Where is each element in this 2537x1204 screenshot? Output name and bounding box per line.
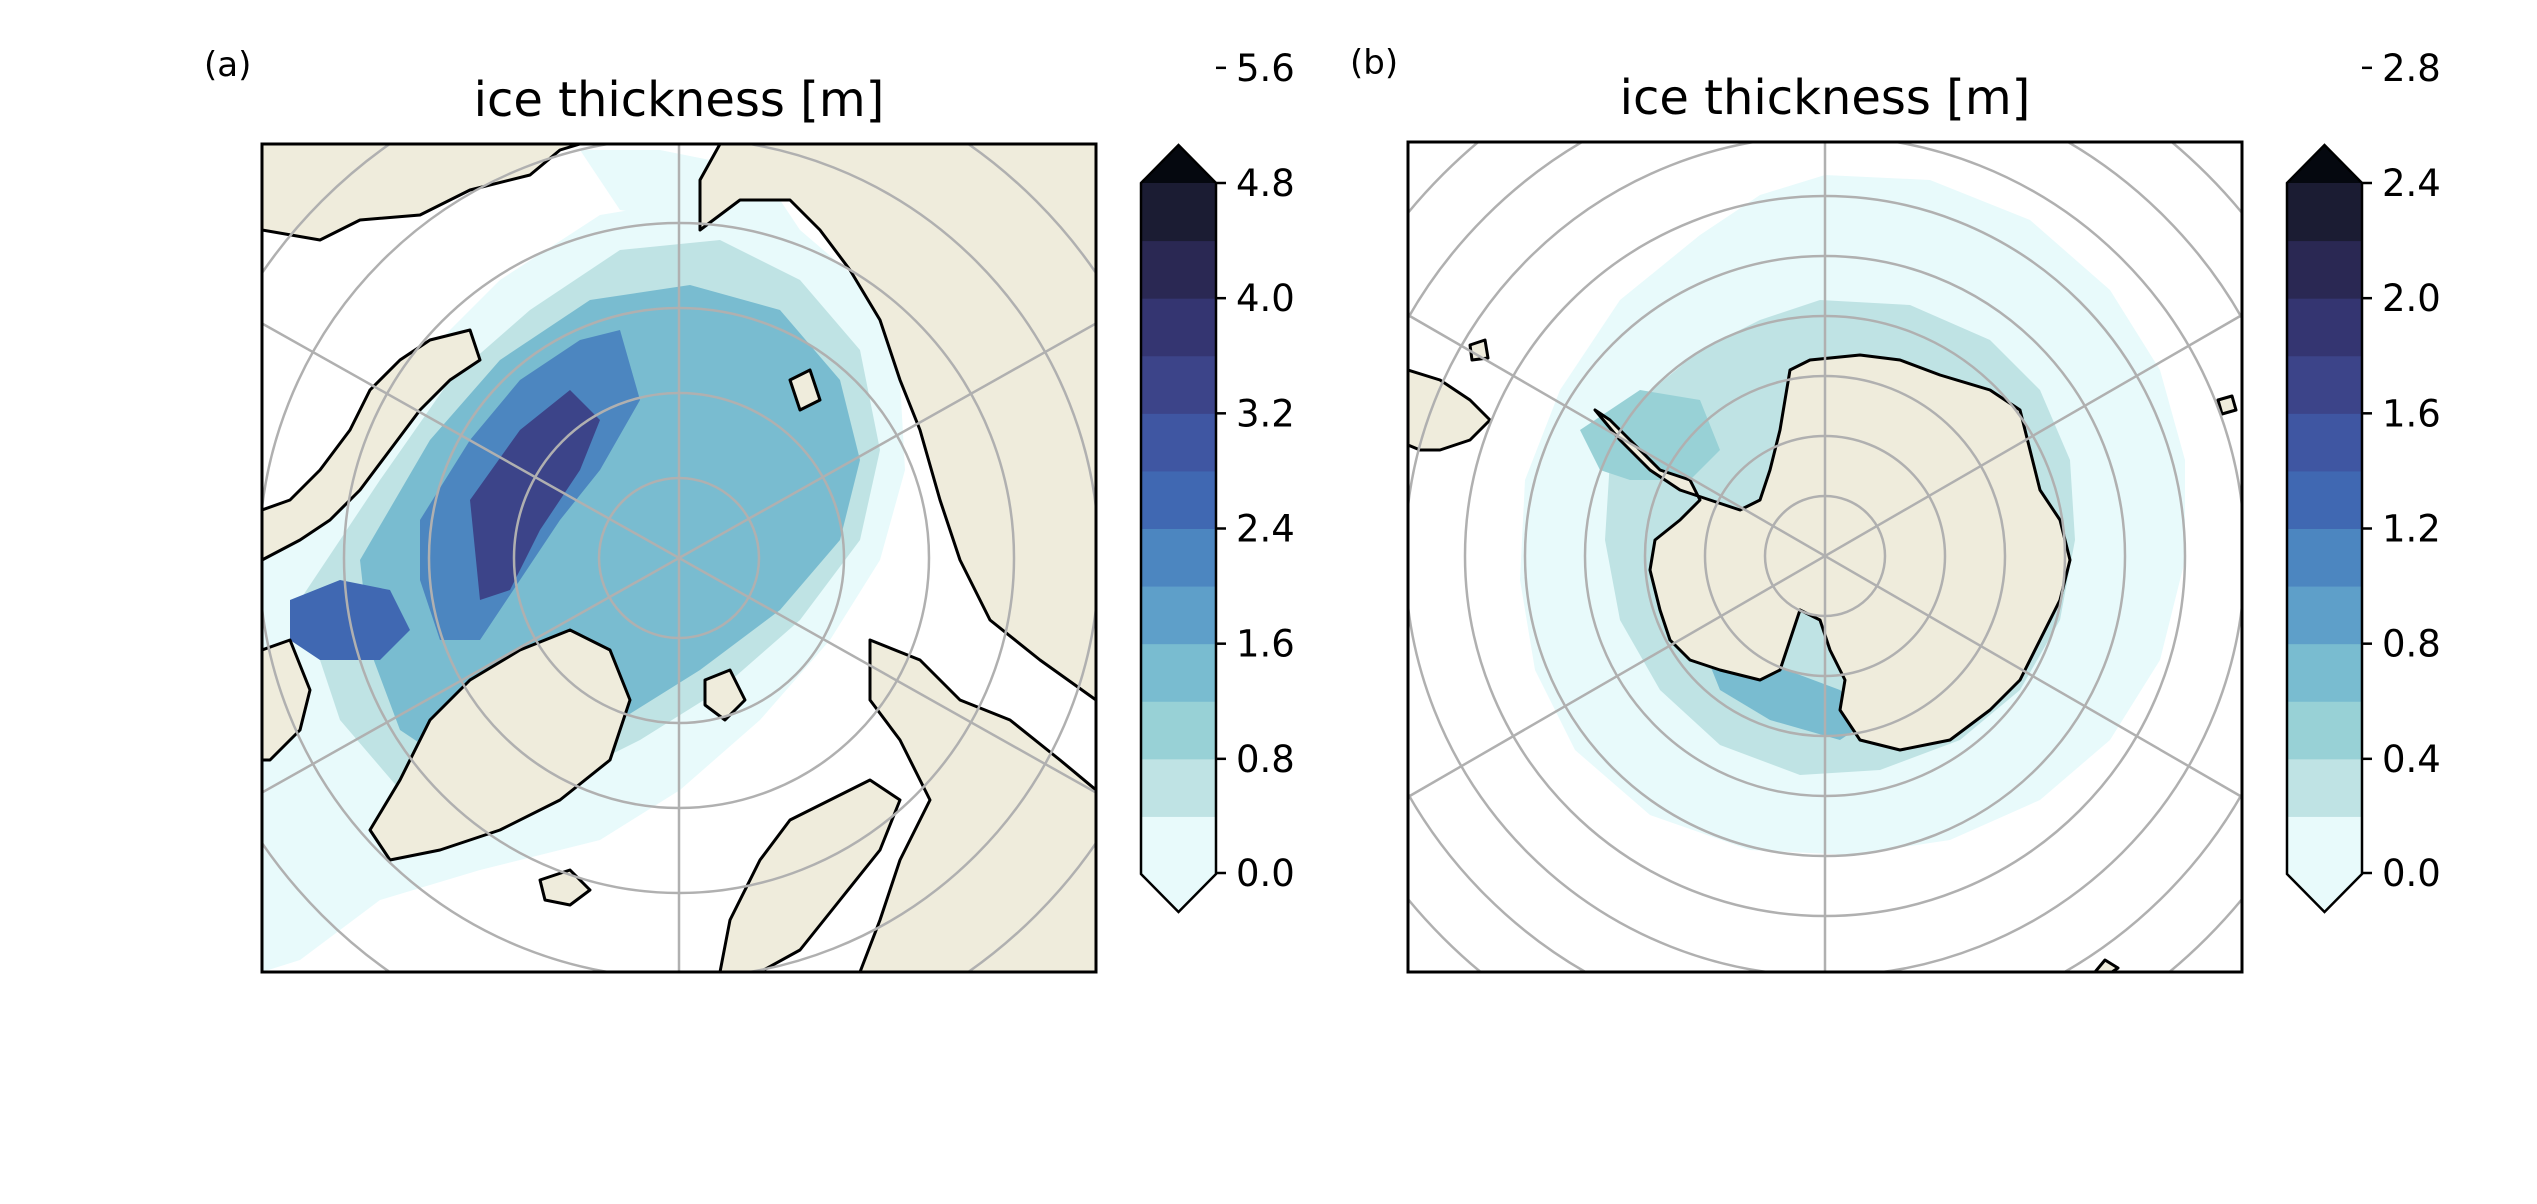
- antarctic-map-frame: [1406, 140, 2244, 974]
- antarctic-map: [1408, 142, 2242, 972]
- land-greenland: [368, 628, 632, 862]
- antarctic-graticule: [1408, 142, 2242, 972]
- colorbar-tick-label: 0.4: [2382, 738, 2441, 781]
- panel-a: (a) ice thickness [m]: [204, 45, 1295, 974]
- colorbar-extend-min: [2287, 874, 2362, 912]
- land-iceland: [538, 868, 592, 907]
- colorbar-extend-max: [2287, 145, 2362, 183]
- colorbar-block: [2287, 183, 2362, 242]
- colorbar-tick-label: 0.8: [2382, 623, 2441, 666]
- arctic-land: [262, 144, 1096, 972]
- colorbar-block: [2287, 470, 2362, 529]
- colorbar-block: [2287, 586, 2362, 645]
- land-island-svalbard: [703, 668, 747, 722]
- colorbar-block: [1141, 355, 1216, 414]
- colorbar-block: [1141, 701, 1216, 760]
- colorbar-block: [1141, 758, 1216, 817]
- colorbar-block: [2287, 240, 2362, 299]
- panel-b: (b) ice thickness [m]: [1350, 43, 2441, 974]
- panel-b-colorbar: 0.0 0.4 0.8 1.2 1.6 2.0 2.4 2.8: [2285, 47, 2441, 914]
- colorbar-extend-min: [1141, 874, 1216, 912]
- panel-a-letter: (a): [204, 45, 251, 85]
- colorbar-block: [1141, 470, 1216, 529]
- colorbar-tick-label: 4.0: [1236, 277, 1295, 320]
- land-kerguelen-islet: [2216, 394, 2238, 416]
- land-island-novaya: [788, 368, 822, 412]
- panel-b-title: ice thickness [m]: [1620, 70, 2031, 126]
- colorbar-block: [2287, 298, 2362, 357]
- land-south-america-tip: [1408, 368, 1492, 452]
- colorbar-tick-label: 5.6: [1236, 47, 1295, 90]
- land-north-america-west: [262, 144, 582, 242]
- colorbar-block: [2287, 758, 2362, 817]
- arctic-ice-very-thick: [470, 390, 600, 600]
- land-scandinavia: [718, 778, 902, 972]
- colorbar-tick-label: 0.0: [2382, 852, 2441, 895]
- arctic-map-frame: [260, 142, 1098, 974]
- colorbar-extend-max: [1141, 145, 1216, 183]
- colorbar-block: [2287, 413, 2362, 472]
- colorbar-tick-label: 1.2: [2382, 508, 2441, 551]
- colorbar-block: [2287, 355, 2362, 414]
- colorbar-block: [2287, 816, 2362, 875]
- colorbar-block: [2287, 701, 2362, 760]
- colorbar-tick-label: 1.6: [2382, 392, 2441, 435]
- colorbar-block: [1141, 643, 1216, 702]
- colorbar-tick-label: 1.6: [1236, 623, 1295, 666]
- colorbar-block: [1141, 528, 1216, 587]
- arctic-ice-mid: [360, 285, 860, 770]
- colorbar-tick-label: 0.0: [1236, 852, 1295, 895]
- colorbar-block: [1141, 586, 1216, 645]
- colorbar-tick-label: 2.4: [1236, 508, 1295, 551]
- colorbar-block: [2287, 528, 2362, 587]
- colorbar-block: [2287, 643, 2362, 702]
- colorbar-tick-label: 0.8: [1236, 738, 1295, 781]
- colorbar-block: [1141, 183, 1216, 242]
- colorbar-tick-label: 2.8: [2382, 47, 2441, 90]
- colorbar-block: [1141, 816, 1216, 875]
- antarctic-ice-weddell: [1580, 390, 1720, 480]
- panel-b-letter: (b): [1350, 43, 1398, 83]
- land-new-zealand-edge: [2093, 958, 2120, 972]
- panel-a-colorbar: 0.0 0.8 1.6 2.4 3.2 4.0 4.8 5.6: [1139, 47, 1295, 914]
- arctic-graticule: [262, 144, 1096, 972]
- panel-a-title: ice thickness [m]: [474, 72, 885, 128]
- colorbar-block: [1141, 298, 1216, 357]
- colorbar-tick-label: 2.4: [2382, 162, 2441, 205]
- land-south-georgia: [1468, 338, 1490, 362]
- colorbar-tick-label: 3.2: [1236, 392, 1295, 435]
- arctic-map: [262, 144, 1096, 972]
- land-russia-south: [858, 638, 1096, 972]
- colorbar-tick-label: 4.8: [1236, 162, 1295, 205]
- colorbar-tick-label: 2.0: [2382, 277, 2441, 320]
- colorbar-block: [1141, 240, 1216, 299]
- colorbar-block: [1141, 413, 1216, 472]
